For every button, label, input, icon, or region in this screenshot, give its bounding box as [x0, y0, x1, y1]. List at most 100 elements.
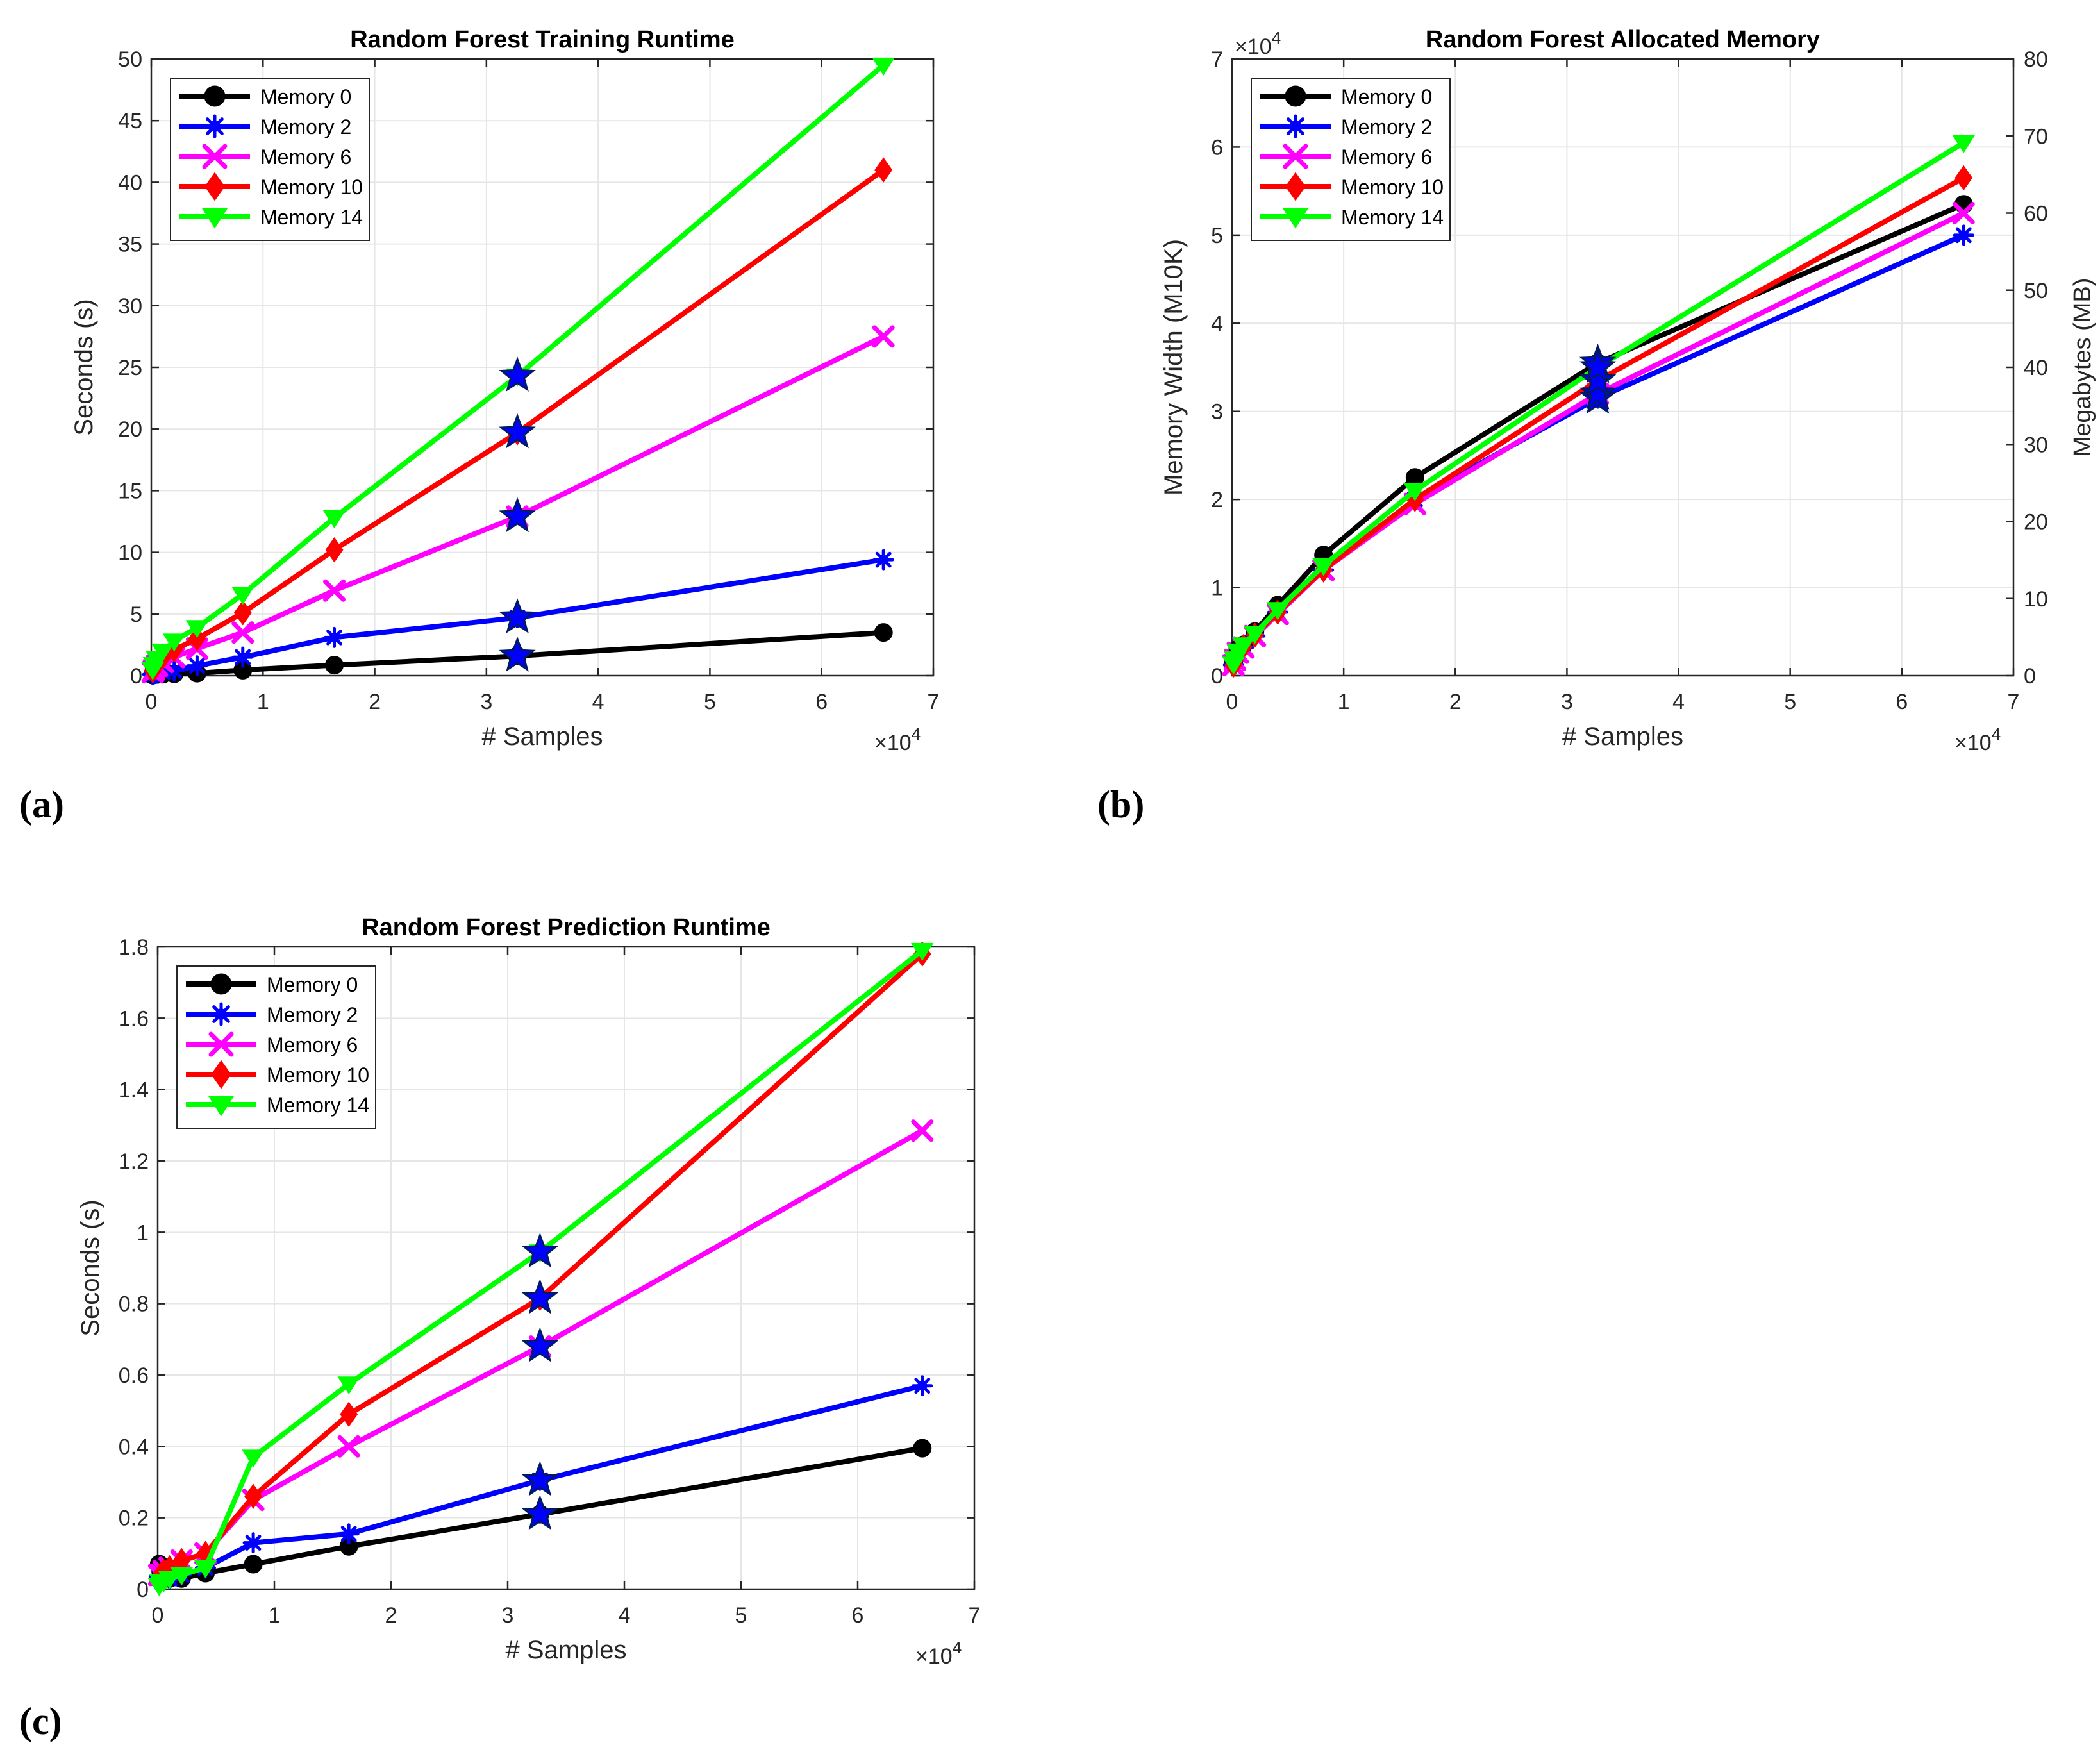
y-tick-label: 6: [1211, 135, 1223, 160]
x-exponent-base: ×10: [915, 1644, 953, 1669]
data-point: [231, 587, 254, 605]
legend-box: [1251, 78, 1451, 241]
chart-panel-3: 0 1 2 3 4 5 6 7 0 0.2 0.4 0.6 0.8 1 1.2 1.4 1.6 1.8 Random…: [76, 914, 980, 1669]
data-point: [325, 656, 344, 675]
star-marker: [521, 1460, 559, 1496]
chart-title: Random Forest Allocated Memory: [1426, 26, 1820, 53]
x-tick-label: 2: [369, 690, 381, 714]
star-marker: [499, 413, 536, 449]
data-point: [325, 537, 344, 563]
star-marker: [499, 598, 536, 634]
legend-marker: [202, 144, 228, 169]
legend-entry: Memory 0: [179, 85, 351, 108]
y-exponent-base: ×10: [1235, 35, 1272, 59]
data-point: [185, 620, 209, 638]
chart-title: Random Forest Prediction Runtime: [362, 914, 771, 941]
legend-entry: Memory 6: [186, 1031, 358, 1057]
y-axis-label: Seconds (s): [76, 1199, 104, 1336]
x-tick-label: 4: [619, 1603, 631, 1628]
y-axis-label: Seconds (s): [70, 299, 98, 435]
x-tick-label: 6: [852, 1603, 864, 1628]
x-axis-label: # Samples: [482, 722, 603, 751]
legend-entry: Memory 14: [179, 206, 363, 229]
y-tick-label: 1.6: [119, 1006, 149, 1031]
legend-entry: Memory 10: [1260, 172, 1444, 201]
y-tick-label: 1.8: [119, 935, 149, 960]
y-tick-label: 0.2: [119, 1506, 149, 1531]
star-marker: [521, 1327, 559, 1362]
x-exponent-label: ×104: [915, 1638, 962, 1669]
legend-box: [170, 78, 370, 241]
x-exponent-power: 4: [1992, 724, 2001, 744]
y-tick-label: 1.4: [119, 1078, 149, 1103]
star-marker: [499, 497, 536, 533]
legend-label: Memory 10: [1341, 176, 1444, 199]
legend-label: Memory 2: [1341, 115, 1432, 138]
x-tick-label: 3: [502, 1603, 514, 1628]
y-tick-label: 1: [1211, 576, 1223, 601]
y-tick-label: 0.8: [119, 1292, 149, 1317]
legend-entry: Memory 2: [186, 1002, 358, 1026]
x-tick-label: 4: [592, 690, 604, 714]
y-right-tick-label: 80: [2024, 47, 2048, 72]
y-tick-label: 15: [118, 479, 142, 503]
data-point: [244, 1555, 263, 1574]
x-tick-label: 6: [1896, 690, 1908, 714]
x-tick-label: 7: [2008, 690, 2020, 714]
legend-entry: Memory 6: [1260, 144, 1432, 169]
y-tick-label: 5: [130, 603, 142, 627]
y-tick-label: 10: [118, 541, 142, 565]
data-point: [170, 1567, 193, 1586]
legend-entry: Memory 2: [1260, 114, 1432, 138]
data-point: [911, 1119, 934, 1142]
legend-label: Memory 10: [260, 176, 363, 199]
legend: Memory 0 Memory 2 Memory 6 Memory 10 Memory …: [170, 78, 370, 241]
data-point: [1243, 626, 1267, 644]
data-point: [1232, 637, 1255, 656]
y-right-tick-label: 30: [2024, 433, 2048, 457]
legend-entry: Memory 0: [186, 973, 358, 996]
y-tick-label: 0: [130, 664, 142, 688]
star-marker: [521, 1279, 559, 1314]
x-tick-label: 7: [969, 1603, 981, 1628]
panel-label: (a): [19, 783, 64, 826]
y-tick-label: 1.2: [119, 1149, 149, 1174]
data-point: [322, 510, 346, 529]
legend-entry: Memory 0: [1260, 85, 1432, 108]
y-tick-label: 0: [137, 1578, 149, 1602]
panel-label: (c): [19, 1700, 62, 1742]
legend-marker: [208, 1096, 235, 1117]
y-tick-label: 0.4: [119, 1435, 149, 1459]
legend-entry: Memory 6: [179, 144, 351, 169]
x-tick-label: 2: [1449, 690, 1462, 714]
data-point: [244, 1483, 263, 1510]
y-right-tick-label: 20: [2024, 510, 2048, 535]
y-tick-label: 25: [118, 356, 142, 380]
data-point: [151, 643, 174, 662]
data-point: [1312, 558, 1335, 576]
legend-label: Memory 6: [267, 1033, 358, 1056]
legend-marker-core: [215, 1008, 227, 1020]
legend-entry: Memory 2: [179, 114, 351, 138]
x-tick-label: 2: [385, 1603, 397, 1628]
legend-label: Memory 6: [1341, 146, 1432, 169]
series-memory-14: [147, 942, 934, 1596]
y-tick-label: 3: [1211, 400, 1223, 424]
star-marker: [521, 1232, 559, 1268]
x-tick-label: 0: [1226, 690, 1238, 714]
legend-entry: Memory 14: [186, 1094, 369, 1117]
legend-label: Memory 10: [267, 1064, 369, 1087]
legend-marker: [204, 172, 225, 201]
y-axis-label-right: Megabytes (MB): [2069, 278, 2096, 457]
x-axis-label: # Samples: [506, 1636, 627, 1664]
chart-panel-2: 0 1 2 3 4 5 6 70123456701020304050607080Megabyt…: [1160, 26, 2096, 755]
axes-box: [156, 946, 976, 1590]
x-exponent-power: 4: [953, 1638, 962, 1657]
y-tick-label: 20: [118, 417, 142, 442]
legend-label: Memory 0: [267, 973, 358, 996]
y-right-tick-label: 40: [2024, 356, 2048, 380]
legend-marker: [1285, 172, 1306, 201]
x-tick-label: 0: [146, 690, 158, 714]
